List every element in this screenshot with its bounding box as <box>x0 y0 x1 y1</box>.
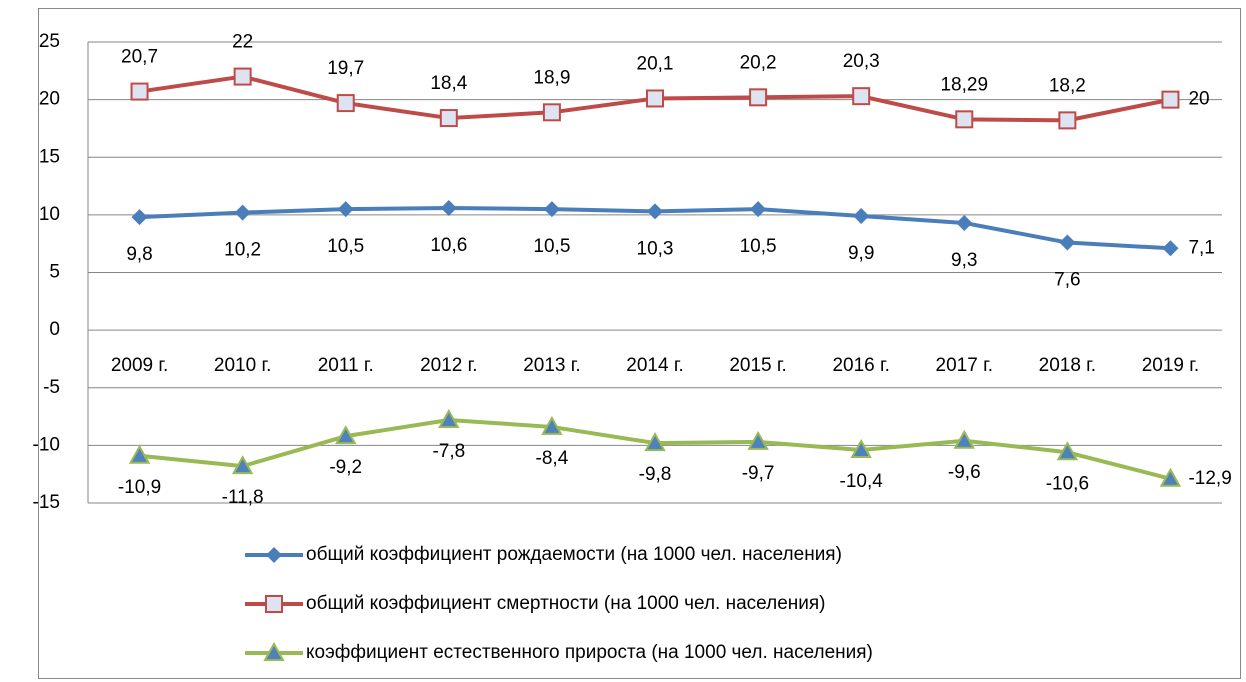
point-marker <box>266 547 282 563</box>
data-label: 18,9 <box>533 67 570 88</box>
y-tick-label: 10 <box>39 204 60 225</box>
data-label: -10,4 <box>840 471 884 492</box>
data-label: -9,7 <box>742 463 775 484</box>
point-marker <box>543 201 560 218</box>
point-marker <box>853 208 870 225</box>
x-tick-label: 2016 г. <box>832 355 889 376</box>
y-tick-label: 15 <box>39 146 60 167</box>
point-marker <box>438 408 460 429</box>
x-tick-label: 2019 г. <box>1142 355 1199 376</box>
point-marker <box>233 67 252 86</box>
y-tick-label: 20 <box>39 89 60 110</box>
point-marker <box>234 204 251 221</box>
point-marker <box>750 201 767 218</box>
x-tick-label: 2015 г. <box>729 355 786 376</box>
data-label: 9,9 <box>848 243 874 264</box>
x-tick-label: 2012 г. <box>420 355 477 376</box>
data-label: 20,7 <box>121 47 158 68</box>
data-label: 10,6 <box>430 235 467 256</box>
data-label: 20,3 <box>843 51 880 72</box>
y-tick-label: 5 <box>49 262 60 283</box>
x-tick-label: 2013 г. <box>523 355 580 376</box>
point-marker <box>1162 240 1179 257</box>
chart-frame <box>38 8 1241 679</box>
point-marker <box>1058 111 1077 130</box>
point-marker <box>955 110 974 129</box>
legend-label: коэффициент естественного прироста (на 1… <box>306 642 873 663</box>
legend-label: общий коэффициент рождаемости (на 1000 ч… <box>306 544 842 565</box>
data-label: -7,8 <box>432 441 465 462</box>
data-label: 19,7 <box>327 58 364 79</box>
y-tick-label: 25 <box>39 31 60 52</box>
data-label: 10,3 <box>637 238 674 259</box>
data-label: 20 <box>1188 89 1209 110</box>
x-tick-label: 2010 г. <box>214 355 271 376</box>
x-tick-label: 2017 г. <box>936 355 993 376</box>
point-marker <box>646 89 664 108</box>
legend-label: общий коэффициент смертности (на 1000 че… <box>306 593 826 614</box>
data-label: 7,1 <box>1188 237 1214 258</box>
data-label: -9,2 <box>329 457 362 478</box>
point-marker <box>231 455 254 475</box>
data-label: 10,5 <box>740 236 777 257</box>
y-tick-label: -15 <box>33 492 60 513</box>
point-marker <box>644 432 666 452</box>
data-label: 10,5 <box>327 236 364 257</box>
point-marker <box>265 595 283 613</box>
point-marker <box>440 199 457 216</box>
x-tick-label: 2014 г. <box>626 355 683 376</box>
data-label: 9,3 <box>951 250 977 271</box>
data-label: 22 <box>232 32 253 53</box>
data-label: 10,2 <box>224 240 261 261</box>
point-marker <box>131 209 148 226</box>
point-marker <box>337 201 354 218</box>
data-label: 18,2 <box>1049 75 1086 96</box>
data-label: -10,9 <box>118 477 161 498</box>
point-marker <box>263 641 285 661</box>
point-marker <box>130 82 149 101</box>
y-tick-label: -5 <box>43 377 60 398</box>
data-label: 7,6 <box>1054 270 1080 291</box>
point-marker <box>747 430 769 450</box>
point-marker <box>128 444 151 464</box>
point-marker <box>852 87 871 106</box>
point-marker <box>1056 441 1079 461</box>
point-marker <box>1161 90 1180 109</box>
y-tick-label: -10 <box>33 434 60 455</box>
x-tick-label: 2009 г. <box>111 355 168 376</box>
data-label: -9,6 <box>948 462 981 483</box>
point-marker <box>850 438 872 458</box>
point-marker <box>1159 467 1182 487</box>
data-label: -10,6 <box>1046 473 1089 494</box>
data-label: 10,5 <box>533 236 570 257</box>
x-tick-label: 2011 г. <box>318 355 374 376</box>
x-tick-label: 2018 г. <box>1039 355 1096 376</box>
data-label: 9,8 <box>126 244 152 265</box>
data-label: -11,8 <box>222 487 264 508</box>
point-marker <box>336 94 355 113</box>
data-label: 18,29 <box>940 74 988 95</box>
point-marker <box>439 109 458 128</box>
data-label: 20,1 <box>637 53 674 74</box>
point-marker <box>956 214 973 231</box>
data-label: 18,4 <box>430 73 467 94</box>
data-label: 20,2 <box>740 52 777 73</box>
data-label: -12,9 <box>1188 468 1231 489</box>
point-marker <box>647 203 663 220</box>
point-marker <box>749 88 768 107</box>
point-marker <box>335 425 357 445</box>
point-marker <box>1059 234 1076 251</box>
point-marker <box>541 415 563 435</box>
point-marker <box>542 103 561 122</box>
data-label: -9,8 <box>639 464 672 485</box>
point-marker <box>953 429 975 449</box>
y-tick-label: 0 <box>49 319 60 340</box>
data-label: -8,4 <box>536 448 569 469</box>
